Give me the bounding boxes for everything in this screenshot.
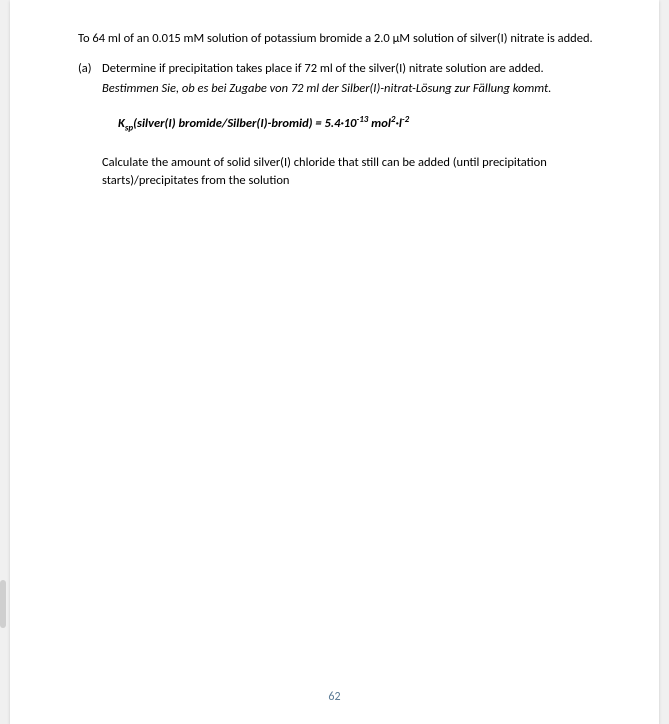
- part-a-row: (a) Determine if precipitation takes pla…: [78, 60, 599, 78]
- ksp-exponent: -13: [356, 114, 368, 125]
- part-a-label: (a): [78, 60, 102, 78]
- ksp-subscript: sp: [125, 123, 133, 134]
- page-number: 62: [10, 690, 659, 704]
- document-page: To 64 ml of an 0.015 mM solution of pota…: [10, 0, 659, 724]
- part-a: (a) Determine if precipitation takes pla…: [78, 60, 599, 98]
- ksp-unit-sup2: -2: [402, 114, 409, 125]
- part-a-text-de: Bestimmen Sie, ob es bei Zugabe von 72 m…: [102, 80, 599, 98]
- scrollbar-thumb[interactable]: [0, 580, 6, 628]
- ksp-body: (silver(I) bromide/Silber(I)-bromid) = 5…: [133, 117, 356, 132]
- problem-intro: To 64 ml of an 0.015 mM solution of pota…: [78, 30, 599, 48]
- ksp-unit-mol: mol: [368, 117, 391, 132]
- viewport: To 64 ml of an 0.015 mM solution of pota…: [0, 0, 669, 724]
- followup-question: Calculate the amount of solid silver(I) …: [102, 154, 579, 190]
- ksp-expression: Ksp(silver(I) bromide/Silber(I)-bromid) …: [118, 114, 599, 134]
- part-a-text-en: Determine if precipitation takes place i…: [102, 60, 599, 78]
- ksp-symbol: K: [118, 117, 125, 132]
